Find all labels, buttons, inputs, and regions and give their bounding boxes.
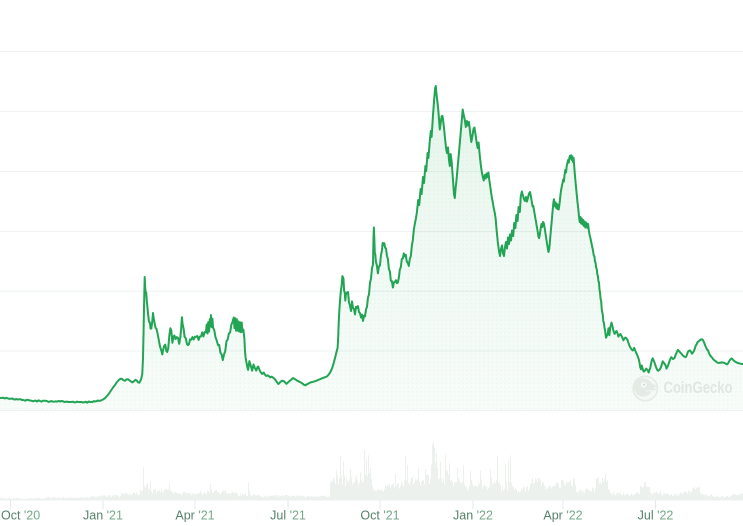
svg-text:Jul '22: Jul '22 [638, 508, 674, 522]
svg-text:Oct '21: Oct '21 [360, 508, 399, 522]
svg-text:Jan '22: Jan '22 [453, 508, 493, 522]
svg-text:Apr '22: Apr '22 [543, 508, 582, 522]
svg-text:Oct '20: Oct '20 [1, 508, 40, 522]
svg-text:Jan '21: Jan '21 [83, 508, 123, 522]
svg-text:Jul '21: Jul '21 [270, 508, 306, 522]
svg-text:Apr '21: Apr '21 [175, 508, 214, 522]
svg-text:CoinGecko: CoinGecko [664, 378, 733, 397]
